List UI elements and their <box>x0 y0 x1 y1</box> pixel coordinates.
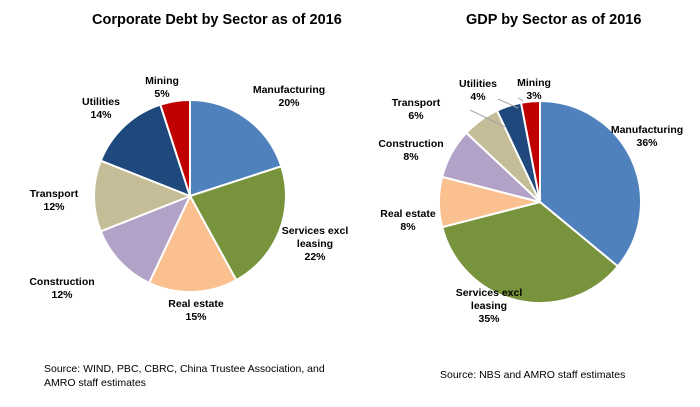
debt-data-label-mining: Mining 5% <box>145 75 179 100</box>
gdp-pie-chart: Manufacturing 36% Services excl leasing 35% R… <box>378 77 683 325</box>
gdp-data-label-construction: Construction 8% <box>378 138 443 163</box>
gdp-leader-line-transport <box>469 109 506 128</box>
gdp-slice-mining <box>520 100 541 203</box>
debt-slice-manufacturing <box>189 99 283 197</box>
debt-slice-mining <box>159 99 191 197</box>
debt-data-label-manufacturing: Manufacturing 20% <box>253 84 325 109</box>
gdp-leader-line-mining <box>517 97 524 102</box>
gdp-data-label-transport: Transport 6% <box>392 97 441 122</box>
gdp-data-label-manufacturing: Manufacturing 36% <box>611 124 683 149</box>
gdp-source-note: Source: NBS and AMRO staff estimates <box>440 369 626 381</box>
corporate-debt-pie-chart: Manufacturing 20% Services excl leasing 22% R… <box>29 75 349 323</box>
gdp-leader-line-utilities <box>497 98 519 109</box>
gdp-data-label-services-excl-leasing: Services excl leasing 35% <box>456 287 523 325</box>
corporate-debt-chart-title: Corporate Debt by Sector as of 2016 <box>92 12 342 28</box>
corporate-debt-panel: Corporate Debt by Sector as of 2016 Manu… <box>29 12 349 389</box>
debt-slice-services-excl-leasing <box>189 165 287 282</box>
debt-slice-construction <box>99 195 191 284</box>
debt-slice-transport <box>93 159 191 233</box>
gdp-data-label-utilities: Utilities 4% <box>459 78 497 103</box>
gdp-slice-manufacturing <box>539 100 642 268</box>
debt-data-label-utilities: Utilities 14% <box>82 96 120 121</box>
gdp-chart-title: GDP by Sector as of 2016 <box>466 12 642 28</box>
debt-data-label-real-estate: Real estate 15% <box>168 298 224 323</box>
debt-data-label-construction: Construction 12% <box>29 276 94 301</box>
debt-data-label-services-excl-leasing: Services excl leasing 22% <box>282 225 349 263</box>
gdp-slice-services-excl-leasing <box>441 201 619 304</box>
debt-slice-real-estate <box>148 195 238 293</box>
gdp-panel: GDP by Sector as of 2016 Manufacturing 36… <box>370 0 700 407</box>
debt-data-label-transport: Transport 12% <box>30 188 79 213</box>
corporate-debt-source-note: Source: WIND, PBC, CBRC, China Trustee A… <box>44 363 325 389</box>
gdp-data-label-real-estate: Real estate 8% <box>380 208 436 233</box>
gdp-data-label-mining: Mining 3% <box>517 77 551 102</box>
